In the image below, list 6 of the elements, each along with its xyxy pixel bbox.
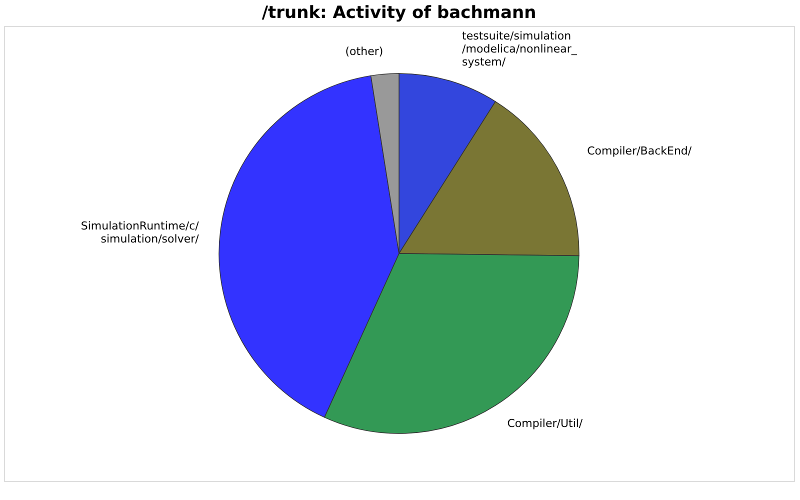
- chart-title: /trunk: Activity of bachmann: [262, 3, 536, 23]
- slice-label: Compiler/Util/: [507, 417, 583, 430]
- slice-label: Compiler/BackEnd/: [587, 144, 692, 158]
- slice-label: SimulationRuntime/c/simulation/solver/: [80, 219, 200, 246]
- slice-label: (other): [345, 45, 384, 58]
- slice-label: testsuite/simulation/modelica/nonlinear_system/: [462, 29, 578, 68]
